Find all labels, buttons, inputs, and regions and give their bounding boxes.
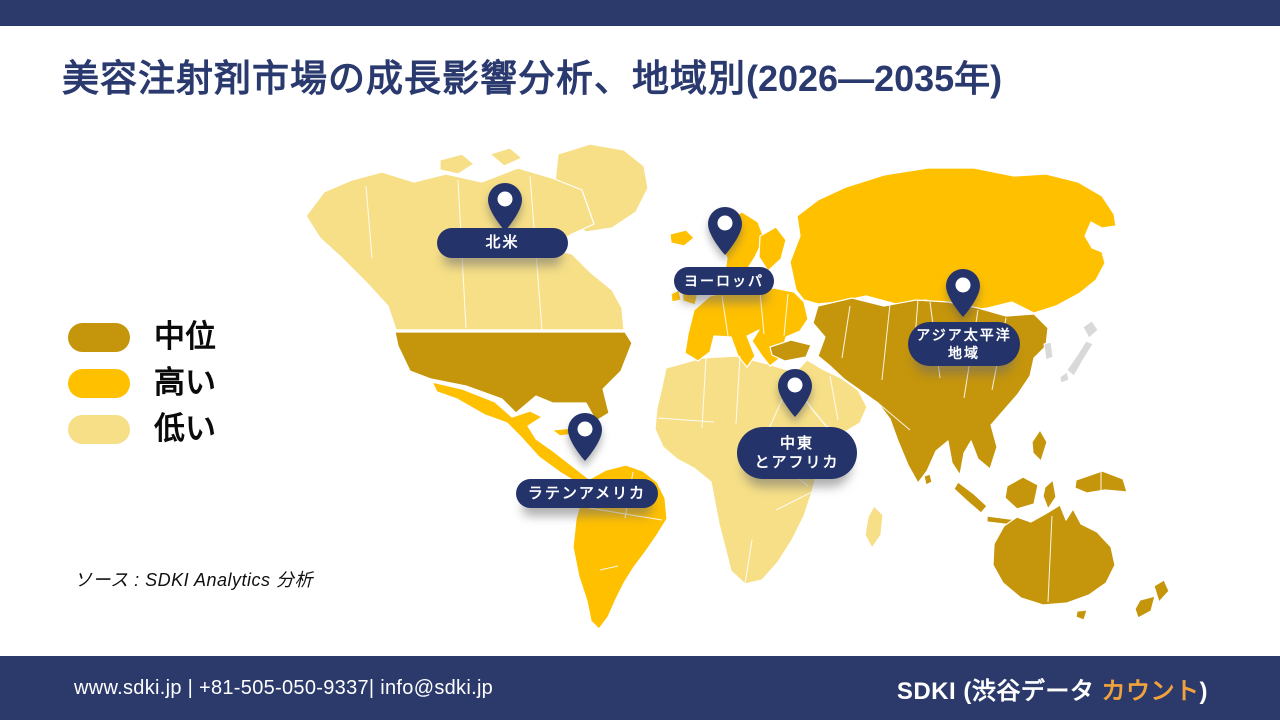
map-finland (758, 226, 787, 272)
map-mexico-central-america (431, 381, 590, 488)
map-ireland (670, 289, 682, 303)
map-new-zealand (1134, 595, 1156, 619)
map-usa (394, 331, 633, 422)
map-sulawesi (1042, 479, 1057, 510)
legend-label-low: 低い (154, 411, 216, 446)
legend-swatch-high (68, 368, 130, 398)
map-iceland (669, 229, 695, 247)
map-turkey (769, 339, 812, 362)
region-label-text: アジア太平洋 (916, 326, 1012, 343)
footer-brand-prefix: SDKI (渋谷データ (896, 677, 1102, 705)
region-label-asia-pacific: アジア太平洋 地域 (908, 322, 1020, 366)
source-note: ソース : SDKI Analytics 分析 (74, 570, 313, 590)
map-pin-icon-asia-pacific (946, 269, 980, 317)
map-philippines (1031, 429, 1048, 462)
map-arctic-islands (489, 147, 523, 167)
map-group-medium (394, 297, 1170, 621)
map-pin-icon-europe (708, 207, 742, 255)
map-group-neutral (1043, 320, 1099, 384)
legend-swatch-low (68, 414, 130, 444)
footer-brand: SDKI (渋谷データ カウント) (897, 671, 1208, 706)
page-title-text: 美容注射剤市場の成長影響分析、地域別 (62, 59, 746, 100)
region-label-text: とアフリカ (754, 454, 840, 471)
map-tasmania (1075, 609, 1088, 621)
legend-item-high: 高い (68, 365, 216, 400)
footer-bar: www.sdki.jp | +81-505-050-9337| info@sdk… (0, 656, 1280, 720)
region-label-latin-america: ラテンアメリカ (516, 479, 658, 508)
map-korea (1043, 341, 1054, 361)
region-label-text: 北米 (485, 234, 520, 252)
page-title: 美容注射剤市場の成長影響分析、地域別(2026—2035年) (62, 48, 1002, 102)
map-pin-icon-middle-east-africa (778, 369, 812, 417)
legend: 中位 高い 低い (68, 319, 216, 460)
map-japan (1059, 371, 1070, 384)
region-label-text: ヨーロッパ (684, 272, 764, 289)
map-borneo (1004, 476, 1039, 510)
page-title-period: (2026—2035年) (746, 58, 1003, 99)
map-arctic-islands (439, 153, 475, 175)
legend-item-low: 低い (68, 411, 216, 446)
region-label-north-america: 北米 (437, 228, 568, 258)
map-madagascar (864, 505, 884, 549)
map-new-zealand (1153, 579, 1170, 603)
map-pin-icon-north-america (488, 183, 522, 231)
legend-label-high: 高い (154, 365, 216, 400)
map-sri-lanka (923, 473, 933, 486)
legend-label-medium: 中位 (154, 319, 216, 354)
map-pin-icon-latin-america (568, 413, 602, 461)
map-australia (992, 504, 1116, 606)
footer-brand-accent: カウント (1101, 677, 1200, 705)
map-japan (1082, 320, 1099, 339)
map-arabia (791, 359, 868, 434)
region-label-text: ラテンアメリカ (527, 484, 647, 502)
legend-swatch-medium (68, 322, 130, 352)
region-label-text: 中東 (779, 434, 814, 452)
region-label-text: 地域 (948, 345, 980, 361)
footer-contact: www.sdki.jp | +81-505-050-9337| info@sdk… (74, 676, 494, 699)
world-map (290, 130, 1240, 650)
map-japan (1066, 340, 1094, 377)
region-label-europe: ヨーロッパ (674, 267, 774, 295)
region-label-middle-east-africa: 中東 とアフリカ (737, 427, 857, 479)
map-sumatra (953, 481, 988, 514)
legend-item-medium: 中位 (68, 319, 216, 354)
top-bar (0, 0, 1280, 26)
world-map-svg (305, 143, 1170, 630)
footer-brand-suffix: ) (1199, 677, 1208, 705)
